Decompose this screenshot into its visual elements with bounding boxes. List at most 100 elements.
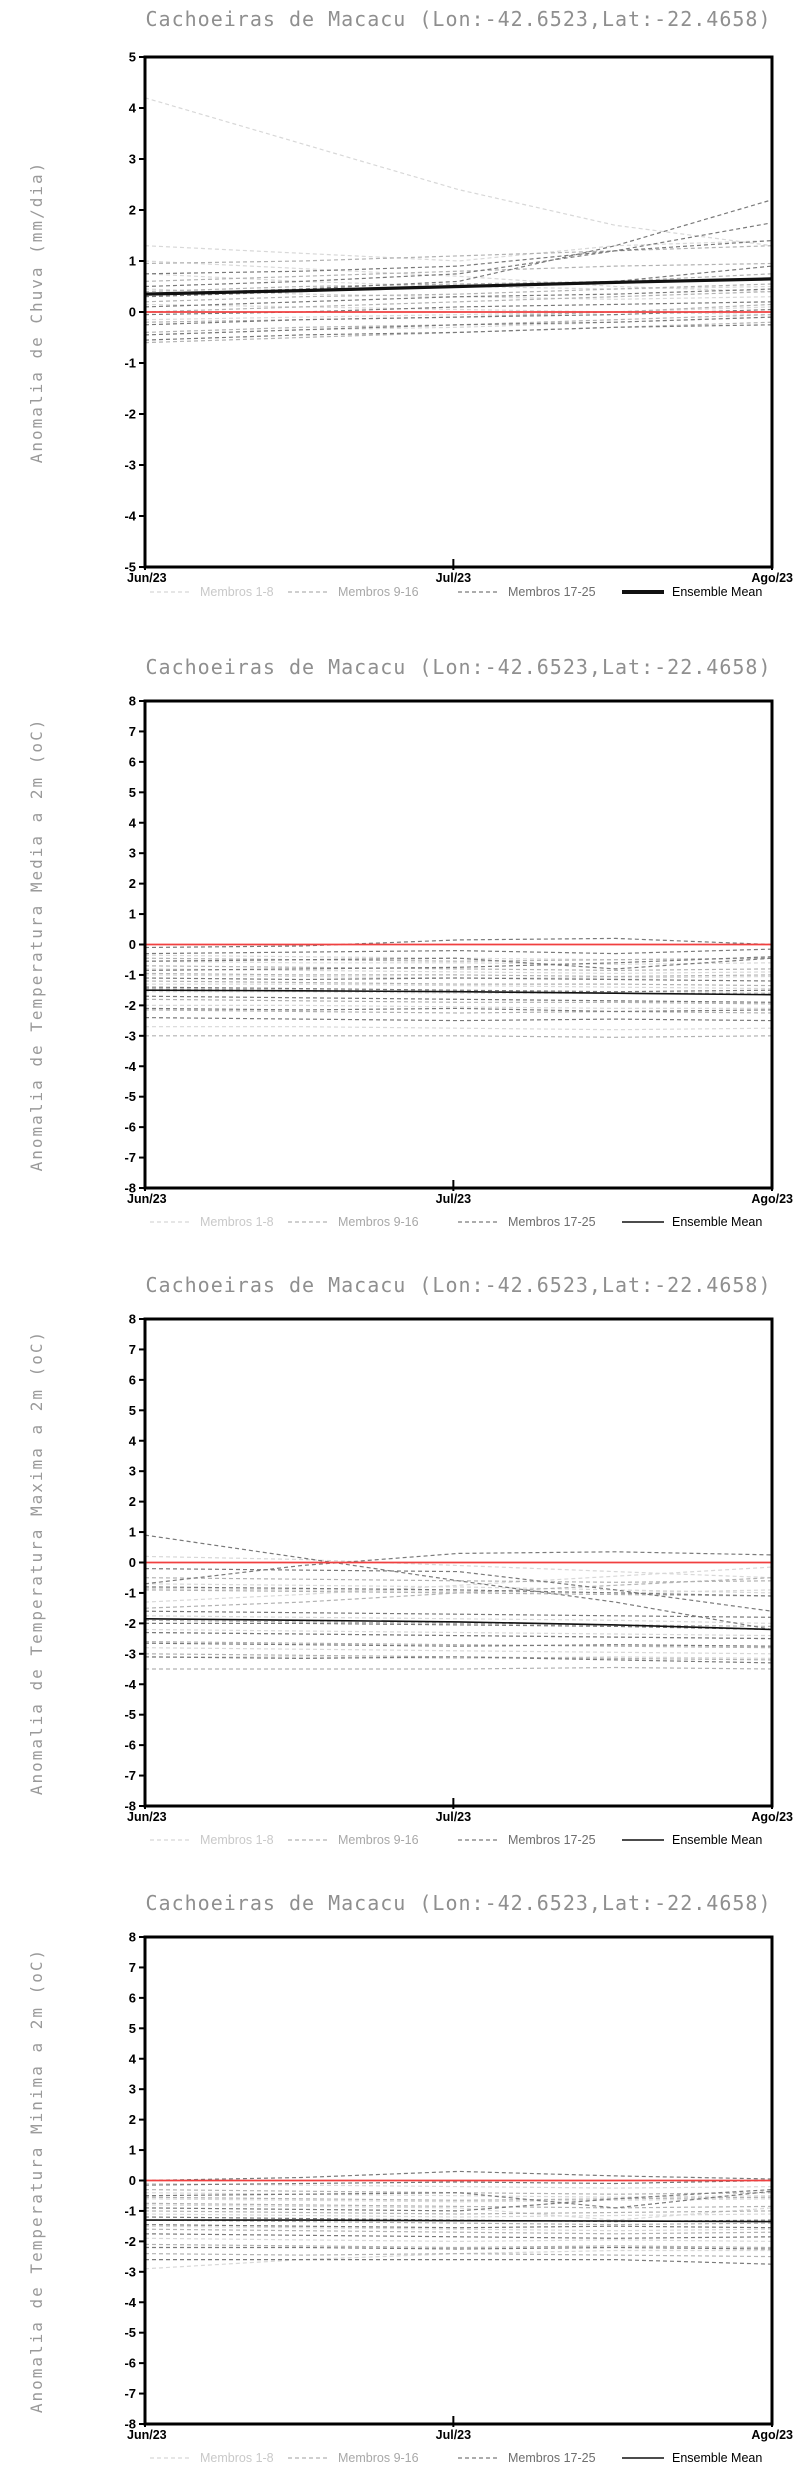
legend-label: Membros 1-8 xyxy=(200,1215,274,1229)
y-tick-label: -8 xyxy=(124,1799,136,1814)
y-tick-label: 8 xyxy=(129,1312,136,1327)
member-line-g3-7 xyxy=(144,995,773,1003)
member-line-g3-3 xyxy=(144,240,773,275)
member-line-g1-2 xyxy=(144,240,773,262)
chart-title: Cachoeiras de Macacu (Lon:-42.6523,Lat:-… xyxy=(146,655,772,679)
legend-item-3: Membros 17-25 xyxy=(458,2451,596,2465)
x-tick-label: Jul/23 xyxy=(436,1192,471,1206)
member-line-g3-1 xyxy=(144,1534,773,1631)
x-tick-label: Jun/23 xyxy=(127,1192,167,1206)
legend-label: Membros 9-16 xyxy=(338,1833,419,1847)
legend-label: Ensemble Mean xyxy=(672,1215,762,1229)
chart-rain-anomaly: Cachoeiras de Macacu (Lon:-42.6523,Lat:-… xyxy=(0,0,800,618)
member-line-g1-5 xyxy=(144,2213,773,2218)
member-line-g1-6 xyxy=(144,1628,773,1637)
y-tick-label: 6 xyxy=(129,1990,136,2005)
member-line-g2-4 xyxy=(144,2210,773,2215)
chart-min-temperature-anomaly-svg: Cachoeiras de Macacu (Lon:-42.6523,Lat:-… xyxy=(27,1891,793,2465)
y-tick-label: 1 xyxy=(129,254,136,269)
x-tick-label: Jul/23 xyxy=(436,2428,471,2442)
x-tick-label: Ago/23 xyxy=(751,571,793,585)
y-axis-label: Anomalia de Temperatura Minima a 2m (oC) xyxy=(27,1948,46,2413)
y-axis-label: Anomalia de Temperatura Maxima a 2m (oC) xyxy=(27,1330,46,1795)
y-tick-label: 4 xyxy=(129,101,137,116)
legend-label: Membros 17-25 xyxy=(508,2451,596,2465)
y-tick-label: -5 xyxy=(124,2325,136,2340)
member-line-g1-7 xyxy=(144,1647,773,1655)
legend-item-2: Membros 9-16 xyxy=(288,1833,419,1847)
y-tick-label: 7 xyxy=(129,724,136,739)
legend-item-1: Membros 1-8 xyxy=(150,1833,274,1847)
chart-rain-anomaly-svg: Cachoeiras de Macacu (Lon:-42.6523,Lat:-… xyxy=(27,7,793,599)
y-axis-label: Anomalia de Chuva (mm/dia) xyxy=(27,161,46,463)
y-tick-label: -3 xyxy=(124,2264,136,2279)
legend-label: Membros 1-8 xyxy=(200,1833,274,1847)
member-line-g2-8 xyxy=(145,1666,773,1670)
y-tick-label: 5 xyxy=(129,50,136,65)
member-line-g1-7 xyxy=(144,2237,773,2243)
chart-max-temperature-anomaly-svg: Cachoeiras de Macacu (Lon:-42.6523,Lat:-… xyxy=(27,1273,793,1847)
member-line-g3-8 xyxy=(145,2246,773,2250)
member-line-g3-8 xyxy=(144,1642,773,1647)
y-tick-label: -6 xyxy=(124,2356,136,2371)
member-line-g3-2 xyxy=(144,1551,773,1585)
y-tick-label: -5 xyxy=(124,1089,136,1104)
y-tick-label: -6 xyxy=(124,1738,136,1753)
member-line-g1-1 xyxy=(144,1555,773,1579)
y-tick-label: -2 xyxy=(124,1616,136,1631)
y-tick-label: 2 xyxy=(129,203,136,218)
member-line-g3-7 xyxy=(144,2233,773,2239)
member-line-g2-8 xyxy=(144,2252,773,2258)
member-line-g3-1 xyxy=(144,937,773,949)
x-tick-label: Jun/23 xyxy=(127,2428,167,2442)
chart-min-temperature-anomaly: Cachoeiras de Macacu (Lon:-42.6523,Lat:-… xyxy=(0,1854,800,2472)
ensemble-mean-line xyxy=(144,1618,773,1631)
y-tick-label: 2 xyxy=(129,876,136,891)
y-tick-label: 5 xyxy=(129,785,136,800)
member-line-g1-7 xyxy=(145,1004,772,1009)
member-line-g1-2 xyxy=(144,960,773,965)
y-tick-label: 1 xyxy=(129,1525,136,1540)
legend-label: Membros 1-8 xyxy=(200,2451,274,2465)
y-tick-label: 4 xyxy=(129,1433,137,1448)
legend-item-4: Ensemble Mean xyxy=(622,585,762,599)
legend-label: Ensemble Mean xyxy=(672,2451,762,2465)
y-tick-label: 0 xyxy=(129,2173,136,2188)
legend-label: Membros 17-25 xyxy=(508,1215,596,1229)
y-tick-label: 2 xyxy=(129,2112,136,2127)
x-tick-label: Ago/23 xyxy=(751,1192,793,1206)
member-line-g3-7 xyxy=(144,1631,773,1640)
member-line-g3-2 xyxy=(144,222,773,288)
member-line-g1-1 xyxy=(144,97,773,247)
y-tick-label: 6 xyxy=(129,1372,136,1387)
y-tick-label: -1 xyxy=(124,2203,136,2218)
legend-label: Membros 1-8 xyxy=(200,585,274,599)
legend-item-4: Ensemble Mean xyxy=(622,1833,762,1847)
ensemble-mean-line xyxy=(144,277,773,296)
legend-item-4: Ensemble Mean xyxy=(622,2451,762,2465)
member-line-g1-8 xyxy=(145,1026,773,1031)
member-line-g2-1 xyxy=(144,245,773,265)
y-tick-label: -1 xyxy=(124,1585,136,1600)
x-tick-label: Ago/23 xyxy=(751,2428,793,2442)
legend-label: Ensemble Mean xyxy=(672,585,762,599)
member-line-g3-5 xyxy=(144,977,773,982)
y-tick-label: -2 xyxy=(124,2234,136,2249)
member-line-g2-3 xyxy=(144,1577,773,1609)
x-tick-label: Jun/23 xyxy=(127,1810,167,1824)
chart-max-temperature-anomaly: Cachoeiras de Macacu (Lon:-42.6523,Lat:-… xyxy=(0,1236,800,1854)
y-tick-label: -5 xyxy=(124,560,136,575)
y-tick-label: 2 xyxy=(129,1494,136,1509)
member-line-g1-6 xyxy=(144,303,773,313)
y-tick-label: -7 xyxy=(124,2386,136,2401)
member-line-g3-9 xyxy=(144,324,773,341)
y-tick-label: 7 xyxy=(129,1342,136,1357)
y-tick-label: -8 xyxy=(124,1181,136,1196)
y-tick-label: 6 xyxy=(129,754,136,769)
y-tick-label: -2 xyxy=(124,407,136,422)
member-line-g2-8 xyxy=(145,1035,773,1038)
y-tick-label: 4 xyxy=(129,815,137,830)
chart-title: Cachoeiras de Macacu (Lon:-42.6523,Lat:-… xyxy=(146,7,772,31)
y-tick-label: 8 xyxy=(129,694,136,709)
y-tick-label: 8 xyxy=(129,1930,136,1945)
